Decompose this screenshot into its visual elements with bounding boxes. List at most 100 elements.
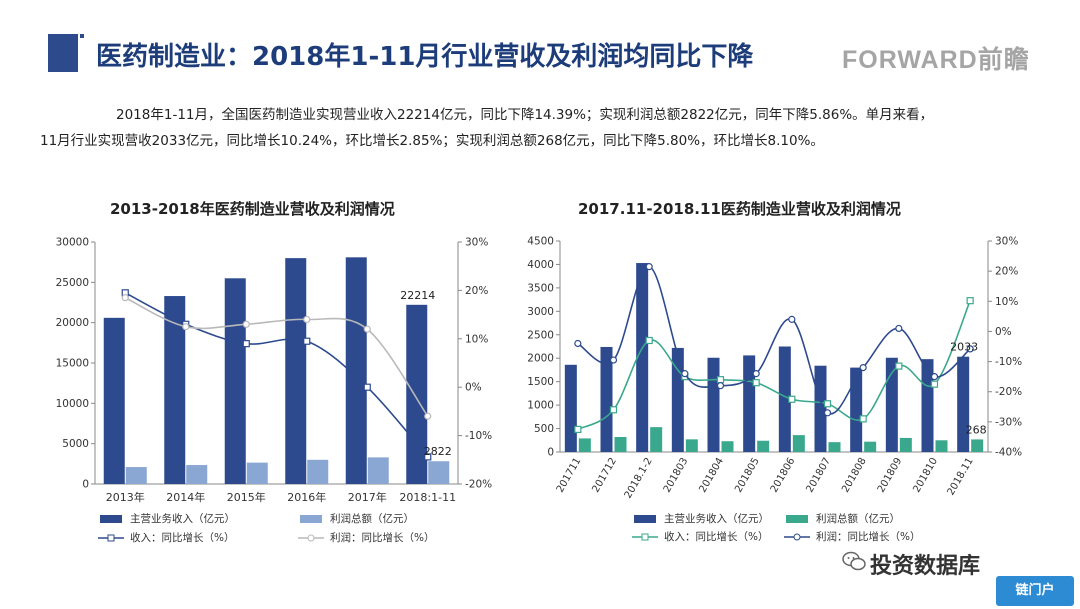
revenue-growth-point xyxy=(788,395,796,403)
left-x-tick-label: 2016年 xyxy=(287,490,326,504)
right-x-tick-label: 201712 xyxy=(590,456,619,495)
left-y-tick-label: 25000 xyxy=(56,277,89,289)
left-y2-tick-label: -20% xyxy=(465,479,492,491)
right-y2-tick-label: -30% xyxy=(995,416,1022,428)
left-y-tick-label: 20000 xyxy=(56,317,89,329)
right-x-tick-label: 201807 xyxy=(804,456,833,495)
right-x-tick-label: 201805 xyxy=(733,456,762,495)
profit-growth-point xyxy=(609,356,618,364)
profit-bar xyxy=(367,457,389,484)
revenue-bar xyxy=(850,367,863,452)
left-y-tick-label: 30000 xyxy=(56,237,89,249)
profit-growth-point xyxy=(752,370,760,378)
revenue-growth-line xyxy=(124,292,429,458)
left-x-tick-label: 2017年 xyxy=(348,490,387,504)
right-x-tick-label: 201810 xyxy=(911,456,940,495)
legend-swatch xyxy=(100,515,122,523)
left-x-tick-label: 2018:1-11 xyxy=(399,491,456,504)
revenue-growth-point xyxy=(823,400,832,408)
right-data-label: 2033 xyxy=(950,341,978,354)
profit-bar xyxy=(792,435,805,452)
profit-growth-point xyxy=(895,324,903,333)
revenue-bar xyxy=(224,278,246,484)
right-y-tick-label: 1000 xyxy=(527,400,554,412)
legend-label: 收入：同比增长（%） xyxy=(130,531,234,544)
right-y2-tick-label: 0% xyxy=(995,326,1012,338)
revenue-growth-point xyxy=(574,425,582,433)
profit-growth-point xyxy=(645,263,653,271)
profit-growth-point xyxy=(303,315,311,324)
left-x-tick-label: 2013年 xyxy=(106,490,145,504)
revenue-bar xyxy=(707,357,720,452)
revenue-bar xyxy=(743,355,756,452)
right-x-tick-label: 201808 xyxy=(840,456,869,495)
profit-bar xyxy=(428,461,450,484)
profit-bar xyxy=(721,441,734,452)
profit-bar xyxy=(125,467,147,484)
profit-growth-point xyxy=(424,412,432,420)
profit-growth-line xyxy=(124,296,429,417)
right-y-tick-label: 0 xyxy=(547,447,554,459)
right-x-tick-label: 201711 xyxy=(555,456,584,495)
revenue-growth-point xyxy=(303,337,311,345)
revenue-bar xyxy=(406,304,428,484)
revenue-bar xyxy=(600,346,613,452)
legend-marker xyxy=(641,533,649,541)
right-x-tick-label: 2018.11 xyxy=(946,456,976,497)
profit-growth-point xyxy=(242,320,250,328)
legend-label: 主营业务收入（亿元） xyxy=(664,512,769,525)
right-y2-tick-label: -10% xyxy=(995,356,1022,368)
profit-growth-point xyxy=(121,294,129,302)
brand-logo: FORWARD前瞻 xyxy=(842,46,1030,74)
revenue-bar xyxy=(814,365,827,452)
revenue-bar xyxy=(885,357,898,452)
profit-bar xyxy=(757,440,770,452)
right-y2-tick-label: 30% xyxy=(995,236,1018,248)
revenue-growth-line xyxy=(577,300,971,431)
profit-growth-point xyxy=(363,325,371,333)
right-x-tick-label: 201804 xyxy=(697,456,726,495)
left-y2-tick-label: 10% xyxy=(465,333,488,345)
left-y2-tick-label: -10% xyxy=(465,430,492,442)
right-y-tick-label: 3500 xyxy=(527,282,554,294)
revenue-bar xyxy=(921,359,934,452)
legend-marker xyxy=(107,534,115,542)
profit-bar xyxy=(828,442,841,452)
legend-marker xyxy=(307,534,315,542)
legend-swatch xyxy=(300,515,322,523)
profit-bar xyxy=(935,440,948,452)
profit-growth-point xyxy=(823,409,832,417)
legend-label: 收入：同比增长（%） xyxy=(664,530,768,543)
profit-bar xyxy=(971,439,984,452)
right-x-tick-label: 2018.1-2 xyxy=(623,456,655,500)
right-y-tick-label: 3000 xyxy=(527,306,554,318)
revenue-growth-point xyxy=(895,362,903,370)
legend-label: 利润：同比增长（%） xyxy=(816,530,920,543)
legend-marker xyxy=(793,533,801,541)
site-badge: 链门户 xyxy=(996,576,1074,606)
title-accent-dot xyxy=(80,34,84,38)
legend-swatch xyxy=(634,515,656,523)
left-y-tick-label: 5000 xyxy=(62,438,89,450)
legend-label: 主营业务收入（亿元） xyxy=(130,512,235,525)
legend-swatch xyxy=(786,515,808,523)
revenue-bar xyxy=(778,346,791,452)
left-y2-tick-label: 30% xyxy=(465,237,488,249)
right-y-tick-label: 500 xyxy=(534,423,554,435)
right-y-tick-label: 2500 xyxy=(527,329,554,341)
title-accent-block xyxy=(48,34,78,72)
profit-bar xyxy=(899,437,912,452)
legend-label: 利润总额（亿元） xyxy=(816,512,900,525)
right-y2-tick-label: -40% xyxy=(995,447,1022,459)
revenue-bar xyxy=(164,296,186,484)
revenue-growth-point xyxy=(609,406,618,414)
revenue-growth-point xyxy=(363,383,371,391)
left-y-tick-label: 15000 xyxy=(56,358,89,370)
profit-growth-point xyxy=(930,373,939,381)
profit-bar xyxy=(246,462,268,484)
right-y-tick-label: 2000 xyxy=(527,353,554,365)
profit-growth-point xyxy=(182,323,190,331)
profit-bar xyxy=(578,438,591,452)
right-x-tick-label: 201809 xyxy=(876,456,905,495)
